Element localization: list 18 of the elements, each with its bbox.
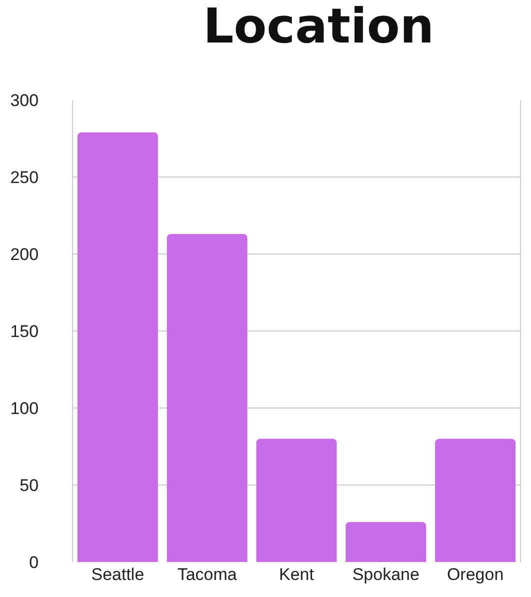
x-tick-label: Tacoma xyxy=(177,565,238,584)
bar xyxy=(77,132,158,562)
y-tick-label: 200 xyxy=(10,244,39,264)
y-tick-label: 100 xyxy=(10,398,39,418)
chart-title: Location xyxy=(203,0,434,55)
x-tick-label: Oregon xyxy=(446,565,504,584)
y-tick-label: 0 xyxy=(29,552,39,572)
y-tick-label: 300 xyxy=(10,90,39,110)
y-tick-label: 150 xyxy=(10,322,39,341)
bar xyxy=(166,234,248,562)
x-tick-label: Seattle xyxy=(91,565,144,584)
bar xyxy=(435,438,516,562)
y-tick-label: 50 xyxy=(20,476,39,495)
y-tick-label: 250 xyxy=(10,168,39,187)
bar xyxy=(346,522,426,562)
bar xyxy=(256,438,337,562)
x-tick-label: Spokane xyxy=(352,565,420,584)
x-tick-label: Kent xyxy=(279,565,314,584)
